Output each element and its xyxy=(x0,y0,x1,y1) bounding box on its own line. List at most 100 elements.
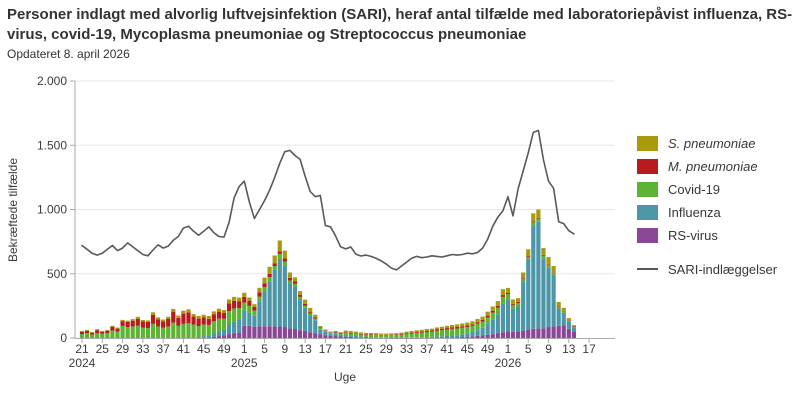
bar-segment-m-pneumoniae xyxy=(84,330,90,333)
bar-segment-covid-19 xyxy=(155,326,161,338)
legend-item-s-pneumoniae[interactable]: S. pneumoniae xyxy=(637,136,777,151)
x-tick-label: 25 xyxy=(359,342,373,356)
bar-segment-s-pneumoniae xyxy=(338,332,343,333)
bar-segment-covid-19 xyxy=(191,324,196,338)
bar-segment-covid-19 xyxy=(445,329,450,336)
bar-segment-covid-19 xyxy=(262,286,267,292)
bar-segment-s-pneumoniae xyxy=(287,272,293,278)
bar-segment-m-pneumoniae xyxy=(110,326,115,331)
x-year-label: 2025 xyxy=(231,356,258,370)
bar-segment-covid-19 xyxy=(328,332,333,334)
x-tick-label: 9 xyxy=(545,342,552,356)
bar-segment-m-pneumoniae xyxy=(455,326,460,329)
sari-line-swatch-icon xyxy=(637,262,658,277)
bar-segment-rs-virus xyxy=(465,336,470,338)
bar-segment-m-pneumoniae xyxy=(424,330,429,333)
legend: S. pneumoniae M. pneumoniae Covid-19 Inf… xyxy=(637,136,777,277)
bar-segment-m-pneumoniae xyxy=(445,328,450,330)
bar-segment-influenza xyxy=(191,337,196,338)
influenza-swatch-icon xyxy=(637,205,658,220)
bar-segment-s-pneumoniae xyxy=(303,299,308,304)
bar-segment-influenza xyxy=(348,335,353,337)
bar-segment-covid-19 xyxy=(313,318,318,321)
legend-item-influenza[interactable]: Influenza xyxy=(637,205,777,220)
bar-segment-covid-19 xyxy=(434,330,440,337)
legend-item-rs-virus[interactable]: RS-virus xyxy=(637,228,777,243)
bar-segment-m-pneumoniae xyxy=(434,329,440,331)
bar-segment-rs-virus xyxy=(470,336,475,338)
bar-segment-influenza xyxy=(414,337,419,338)
x-tick-label: 25 xyxy=(96,342,110,356)
x-tick-label: 17 xyxy=(582,342,596,356)
bar-segment-m-pneumoniae xyxy=(201,317,206,325)
bar-segment-influenza xyxy=(292,286,298,330)
bar-segment-rs-virus xyxy=(445,337,450,338)
bar-segment-covid-19 xyxy=(135,325,140,338)
x-tick-label: 13 xyxy=(298,342,312,356)
bar-segment-influenza xyxy=(232,321,237,334)
legend-item-sari-indlaeggelser[interactable]: SARI-indlæggelser xyxy=(637,262,777,277)
bar-segment-rs-virus xyxy=(257,326,262,338)
x-tick-label: 29 xyxy=(380,342,394,356)
legend-item-m-pneumoniae[interactable]: M. pneumoniae xyxy=(637,159,777,174)
bar-segment-m-pneumoniae xyxy=(516,302,521,303)
bar-segment-s-pneumoniae xyxy=(297,291,303,295)
x-year-label: 2026 xyxy=(495,356,522,370)
bar-segment-rs-virus xyxy=(313,333,318,338)
bar-segment-m-pneumoniae xyxy=(526,256,531,257)
page-title: Personer indlagt med alvorlig luftvejsin… xyxy=(7,6,793,43)
bar-segment-covid-19 xyxy=(161,327,166,338)
bar-segment-covid-19 xyxy=(140,327,145,338)
bar-segment-s-pneumoniae xyxy=(414,330,419,333)
bar-segment-influenza xyxy=(257,301,262,327)
bar-segment-s-pneumoniae xyxy=(561,307,566,312)
bar-segment-influenza xyxy=(495,314,500,334)
bar-segment-covid-19 xyxy=(100,333,105,338)
bar-segment-s-pneumoniae xyxy=(526,249,531,257)
bar-segment-covid-19 xyxy=(176,325,181,338)
bar-segment-influenza xyxy=(368,336,374,338)
bar-segment-m-pneumoniae xyxy=(404,333,409,335)
bar-segment-covid-19 xyxy=(181,323,186,338)
legend-item-covid-19[interactable]: Covid-19 xyxy=(637,182,777,197)
bar-segment-m-pneumoniae xyxy=(409,332,414,334)
bar-segment-m-pneumoniae xyxy=(429,330,434,332)
bar-segment-s-pneumoniae xyxy=(551,266,556,273)
bar-segment-s-pneumoniae xyxy=(368,332,374,335)
bar-segment-covid-19 xyxy=(541,255,546,259)
bar-segment-covid-19 xyxy=(556,306,561,309)
bar-segment-s-pneumoniae xyxy=(130,319,135,321)
x-tick-label: 45 xyxy=(461,342,475,356)
bar-segment-influenza xyxy=(272,269,277,327)
bar-segment-s-pneumoniae xyxy=(439,326,445,329)
bar-segment-covid-19 xyxy=(84,332,90,338)
bar-segment-rs-virus xyxy=(475,335,480,338)
bar-segment-rs-virus xyxy=(338,336,343,338)
bar-segment-s-pneumoniae xyxy=(384,333,389,335)
bar-segment-m-pneumoniae xyxy=(272,263,277,267)
m-pneumoniae-swatch-icon xyxy=(637,159,658,174)
bar-segment-m-pneumoniae xyxy=(176,317,181,326)
bar-segment-s-pneumoniae xyxy=(465,322,470,326)
bar-segment-m-pneumoniae xyxy=(145,321,151,328)
bar-segment-s-pneumoniae xyxy=(247,297,252,301)
bar-segment-m-pneumoniae xyxy=(353,333,358,334)
bar-segment-rs-virus xyxy=(272,326,277,338)
bar-segment-rs-virus xyxy=(348,336,353,338)
bar-segment-m-pneumoniae xyxy=(551,272,556,273)
bar-segment-s-pneumoniae xyxy=(272,255,277,264)
bar-segment-influenza xyxy=(470,331,475,337)
bar-segment-m-pneumoniae xyxy=(460,326,465,328)
bar-segment-s-pneumoniae xyxy=(505,287,511,294)
bar-segment-covid-19 xyxy=(95,333,100,338)
bar-segment-s-pneumoniae xyxy=(455,324,460,327)
bar-segment-influenza xyxy=(445,335,450,338)
bar-segment-rs-virus xyxy=(358,337,364,338)
bar-segment-influenza xyxy=(455,335,460,338)
bar-segment-covid-19 xyxy=(526,256,531,261)
sari-line xyxy=(81,129,575,271)
bar-segment-s-pneumoniae xyxy=(333,330,338,332)
bar-segment-m-pneumoniae xyxy=(531,221,536,223)
bar-segment-s-pneumoniae xyxy=(196,316,201,319)
bar-segment-s-pneumoniae xyxy=(399,332,404,335)
